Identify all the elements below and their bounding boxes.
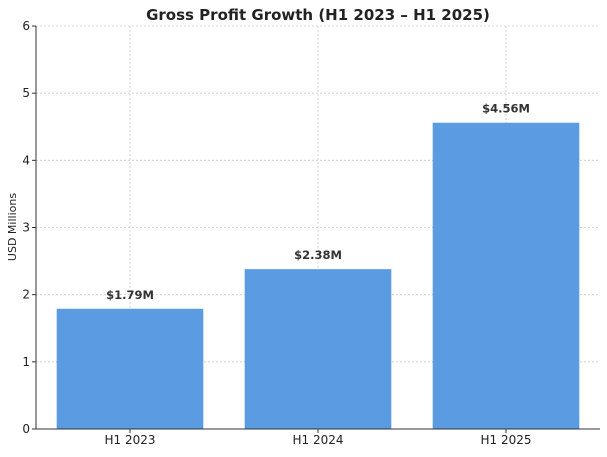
x-tick-label: H1 2024: [292, 433, 343, 447]
bars: [56, 122, 580, 429]
bar: [432, 122, 580, 429]
data-label: $4.56M: [482, 102, 530, 116]
y-tick-labels: 0 1 2 3 4 5 6: [22, 19, 30, 436]
bar: [244, 269, 392, 429]
chart-title: Gross Profit Growth (H1 2023 – H1 2025): [146, 6, 490, 24]
x-tick-label: H1 2023: [104, 433, 155, 447]
y-axis-label: USD Millions: [6, 193, 19, 261]
x-tick-labels: H1 2023 H1 2024 H1 2025: [104, 433, 531, 447]
y-tick-label: 6: [22, 19, 30, 33]
data-label: $1.79M: [106, 288, 154, 302]
x-tick-label: H1 2025: [480, 433, 531, 447]
data-labels: $1.79M $2.38M $4.56M: [106, 102, 530, 302]
y-tick-label: 3: [22, 221, 30, 235]
y-tick-label: 5: [22, 86, 30, 100]
y-tick-label: 1: [22, 355, 30, 369]
y-tick-label: 0: [22, 422, 30, 436]
bar: [56, 308, 204, 429]
axes: [32, 25, 600, 433]
y-tick-label: 4: [22, 153, 30, 167]
data-label: $2.38M: [294, 248, 342, 262]
y-tick-label: 2: [22, 288, 30, 302]
